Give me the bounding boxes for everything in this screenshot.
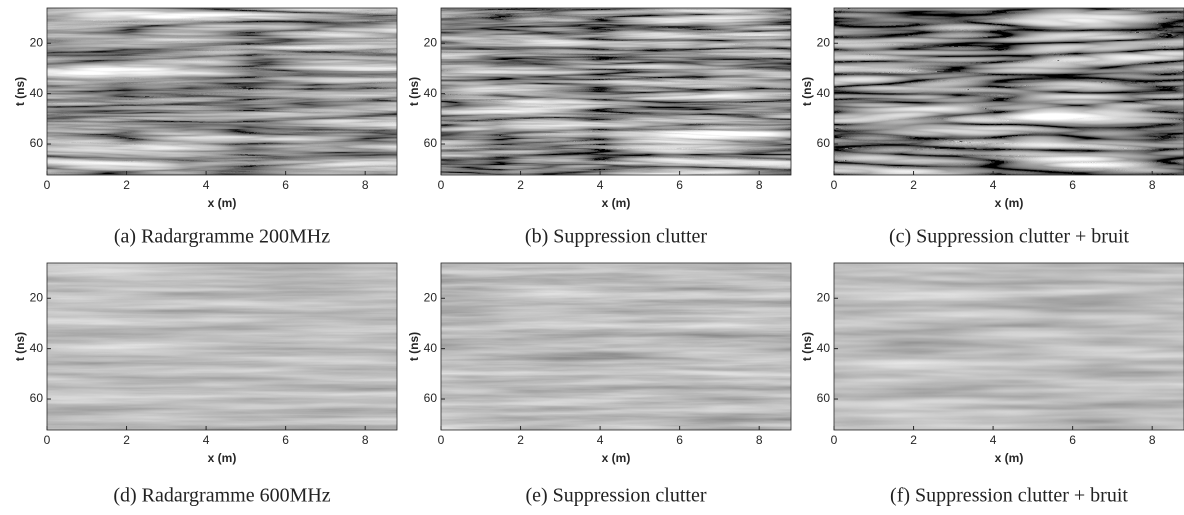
x-tick-label: 2 (123, 178, 130, 192)
y-tick-label: 40 (424, 341, 438, 355)
panel: 0 2 4 6 8 20 40 60 x (m) t (ns) (f) Suppression cl… (800, 262, 1184, 507)
y-tick-label: 60 (817, 391, 831, 405)
y-axis-label: t (ns) (13, 77, 27, 106)
plot-frame (440, 7, 792, 176)
y-tick-label: 60 (30, 391, 44, 405)
x-tick-label: 2 (517, 178, 524, 192)
x-tick-label: 2 (910, 178, 917, 192)
caption: (e) Suppression clutter (525, 485, 706, 507)
y-tick-label: 40 (30, 341, 44, 355)
x-tick-label: 8 (362, 178, 369, 192)
y-tick-label: 20 (817, 35, 831, 49)
caption: (d) Radargramme 600MHz (113, 485, 330, 507)
plot-frame (46, 262, 398, 431)
x-axis-label: x (m) (602, 451, 631, 465)
y-tick-label: 40 (817, 341, 831, 355)
panel: 0 2 4 6 8 20 40 60 x (m) t (ns) (a) Radargramme 20… (13, 7, 398, 248)
y-tick-label: 60 (30, 136, 44, 150)
y-tick-label: 20 (817, 290, 831, 304)
y-axis-label: t (ns) (800, 77, 814, 106)
x-tick-label: 8 (756, 178, 763, 192)
x-tick-label: 4 (597, 178, 604, 192)
x-tick-label: 6 (1069, 433, 1076, 447)
x-tick-label: 4 (990, 433, 997, 447)
x-tick-label: 4 (597, 433, 604, 447)
y-tick-label: 40 (30, 86, 44, 100)
x-tick-label: 6 (282, 433, 289, 447)
x-axis-label: x (m) (995, 451, 1024, 465)
x-tick-label: 6 (676, 178, 683, 192)
y-tick-label: 20 (424, 290, 438, 304)
y-axis-label: t (ns) (407, 332, 421, 361)
caption: (c) Suppression clutter + bruit (889, 226, 1130, 248)
y-axis-label: t (ns) (800, 332, 814, 361)
y-tick-label: 40 (817, 86, 831, 100)
y-tick-label: 20 (30, 290, 44, 304)
plot-frame (833, 7, 1184, 176)
plot-frame (440, 262, 792, 431)
x-tick-label: 6 (1069, 178, 1076, 192)
caption: (a) Radargramme 200MHz (114, 226, 330, 248)
x-tick-label: 4 (203, 433, 210, 447)
radargram (834, 8, 1184, 175)
y-tick-label: 20 (30, 35, 44, 49)
y-tick-label: 20 (424, 35, 438, 49)
x-tick-label: 0 (44, 433, 51, 447)
x-tick-label: 4 (203, 178, 210, 192)
x-tick-label: 0 (438, 178, 445, 192)
panel: 0 2 4 6 8 20 40 60 x (m) t (ns) (b) Suppression cl… (407, 7, 792, 248)
y-tick-label: 60 (424, 391, 438, 405)
caption: (f) Suppression clutter + bruit (890, 485, 1128, 507)
x-tick-label: 6 (676, 433, 683, 447)
panel: 0 2 4 6 8 20 40 60 x (m) t (ns) (d) Radargramme 60… (13, 262, 398, 507)
x-tick-label: 6 (282, 178, 289, 192)
x-tick-label: 8 (1149, 433, 1156, 447)
x-tick-label: 2 (517, 433, 524, 447)
caption: (b) Suppression clutter (525, 226, 708, 248)
y-tick-label: 40 (424, 86, 438, 100)
x-tick-label: 0 (831, 433, 838, 447)
plot-frame (46, 7, 398, 176)
radargram (47, 8, 397, 175)
x-axis-label: x (m) (208, 196, 237, 210)
y-tick-label: 60 (424, 136, 438, 150)
radargram (441, 263, 791, 430)
x-tick-label: 8 (362, 433, 369, 447)
y-tick-label: 60 (817, 136, 831, 150)
plot-frame (833, 262, 1184, 431)
x-axis-label: x (m) (995, 196, 1024, 210)
x-axis-label: x (m) (208, 451, 237, 465)
panel: 0 2 4 6 8 20 40 60 x (m) t (ns) (c) Suppression cl… (800, 7, 1184, 248)
radargram (441, 8, 791, 175)
x-tick-label: 0 (831, 178, 838, 192)
panel: 0 2 4 6 8 20 40 60 x (m) t (ns) (e) Suppression cl… (407, 262, 792, 507)
x-tick-label: 0 (44, 178, 51, 192)
x-tick-label: 2 (910, 433, 917, 447)
x-tick-label: 8 (1149, 178, 1156, 192)
x-tick-label: 4 (990, 178, 997, 192)
y-axis-label: t (ns) (407, 77, 421, 106)
y-axis-label: t (ns) (13, 332, 27, 361)
radargram (834, 263, 1184, 430)
x-tick-label: 0 (438, 433, 445, 447)
x-axis-label: x (m) (602, 196, 631, 210)
radargram (47, 263, 397, 430)
x-tick-label: 8 (756, 433, 763, 447)
x-tick-label: 2 (123, 433, 130, 447)
